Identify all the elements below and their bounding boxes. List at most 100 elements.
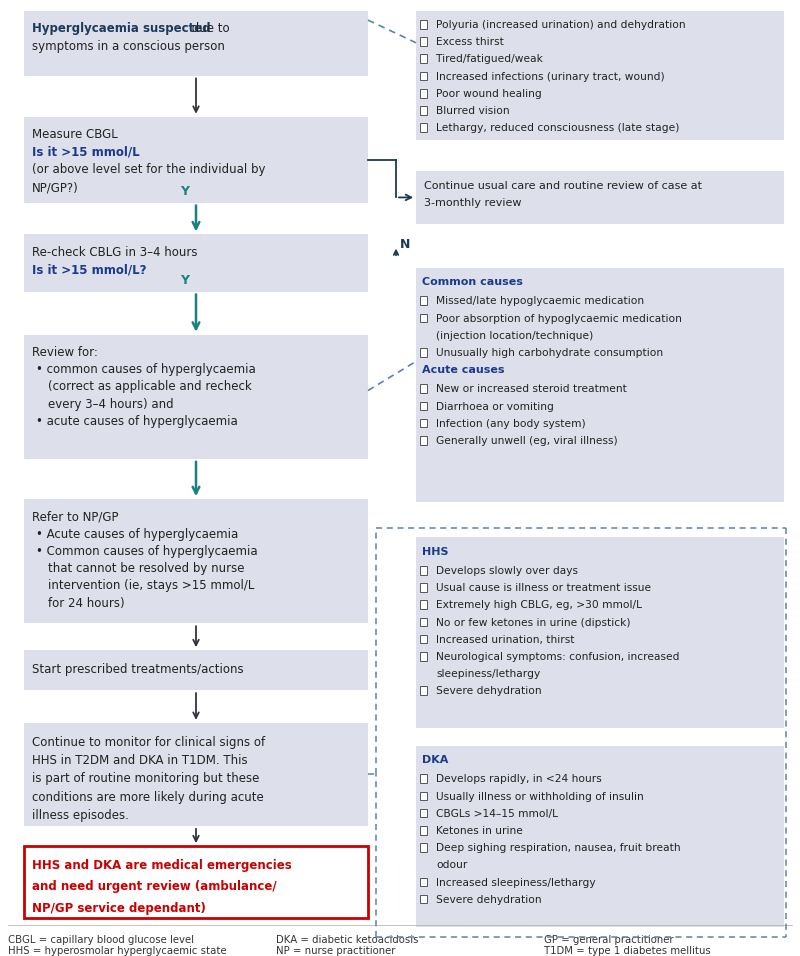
Text: Continue usual care and routine review of case at: Continue usual care and routine review o… [424,181,702,190]
Text: Generally unwell (eg, viral illness): Generally unwell (eg, viral illness) [436,436,618,445]
Bar [420,106,427,115]
Text: Continue to monitor for clinical signs of: Continue to monitor for clinical signs o… [32,736,265,750]
Bar [420,792,427,800]
FancyBboxPatch shape [416,268,784,502]
Bar [420,686,427,695]
Text: (or above level set for the individual by: (or above level set for the individual b… [32,163,266,177]
Text: Usual cause is illness or treatment issue: Usual cause is illness or treatment issu… [436,583,651,593]
Text: sleepiness/lethargy: sleepiness/lethargy [436,669,540,679]
Bar [420,37,427,46]
Bar [420,583,427,592]
Text: CBGLs >14–15 mmol/L: CBGLs >14–15 mmol/L [436,809,558,818]
Bar [420,826,427,835]
Bar [420,618,427,626]
Text: HHS: HHS [422,547,449,556]
Bar [420,635,427,643]
Text: Polyuria (increased urination) and dehydration: Polyuria (increased urination) and dehyd… [436,20,686,30]
Bar [420,54,427,63]
Text: Start prescribed treatments/actions: Start prescribed treatments/actions [32,663,244,677]
Text: Is it >15 mmol/L?: Is it >15 mmol/L? [32,264,146,277]
Text: CBGL = capillary blood glucose level: CBGL = capillary blood glucose level [8,935,194,945]
Text: HHS in T2DM and DKA in T1DM. This: HHS in T2DM and DKA in T1DM. This [32,754,248,768]
Text: Extremely high CBLG, eg, >30 mmol/L: Extremely high CBLG, eg, >30 mmol/L [436,600,642,610]
Bar [420,348,427,357]
Text: • common causes of hyperglycaemia: • common causes of hyperglycaemia [36,363,256,377]
Text: HHS = hyperosmolar hyperglycaemic state: HHS = hyperosmolar hyperglycaemic state [8,946,226,956]
Text: Diarrhoea or vomiting: Diarrhoea or vomiting [436,402,554,411]
Text: Deep sighing respiration, nausea, fruit breath: Deep sighing respiration, nausea, fruit … [436,843,681,853]
Text: Severe dehydration: Severe dehydration [436,895,542,904]
FancyBboxPatch shape [24,234,368,292]
Text: Develops rapidly, in <24 hours: Develops rapidly, in <24 hours [436,774,602,784]
FancyBboxPatch shape [416,537,784,728]
Bar [420,843,427,852]
Text: Acute causes: Acute causes [422,365,505,375]
Bar [420,436,427,445]
Text: DKA = diabetic ketoacidosis: DKA = diabetic ketoacidosis [276,935,418,945]
Text: Poor absorption of hypoglycaemic medication: Poor absorption of hypoglycaemic medicat… [436,314,682,323]
Text: No or few ketones in urine (dipstick): No or few ketones in urine (dipstick) [436,618,630,627]
Text: Increased urination, thirst: Increased urination, thirst [436,635,574,644]
FancyBboxPatch shape [416,171,784,224]
Text: 3-monthly review: 3-monthly review [424,198,522,207]
FancyBboxPatch shape [24,846,368,918]
Bar [420,809,427,817]
Text: • Common causes of hyperglycaemia: • Common causes of hyperglycaemia [36,545,258,558]
Text: every 3–4 hours) and: every 3–4 hours) and [48,398,174,411]
Text: conditions are more likely during acute: conditions are more likely during acute [32,791,264,804]
FancyBboxPatch shape [416,11,784,140]
Bar [420,566,427,575]
Text: • acute causes of hyperglycaemia: • acute causes of hyperglycaemia [36,415,238,428]
Bar [420,600,427,609]
FancyBboxPatch shape [24,117,368,203]
FancyBboxPatch shape [24,650,368,690]
Text: Is it >15 mmol/L: Is it >15 mmol/L [32,145,140,159]
FancyBboxPatch shape [24,11,368,76]
Text: Usually illness or withholding of insulin: Usually illness or withholding of insuli… [436,792,644,801]
Text: (injection location/technique): (injection location/technique) [436,331,594,340]
Bar [420,314,427,322]
FancyBboxPatch shape [24,499,368,623]
Text: Neurological symptoms: confusion, increased: Neurological symptoms: confusion, increa… [436,652,679,662]
Text: T1DM = type 1 diabetes mellitus: T1DM = type 1 diabetes mellitus [544,946,710,956]
Bar [420,72,427,80]
Text: is part of routine monitoring but these: is part of routine monitoring but these [32,772,259,786]
Text: Unusually high carbohydrate consumption: Unusually high carbohydrate consumption [436,348,663,358]
Text: Infection (any body system): Infection (any body system) [436,419,586,428]
Text: Poor wound healing: Poor wound healing [436,89,542,98]
Bar [420,419,427,427]
Text: NP = nurse practitioner: NP = nurse practitioner [276,946,395,956]
Text: Lethargy, reduced consciousness (late stage): Lethargy, reduced consciousness (late st… [436,123,679,133]
Bar [420,878,427,886]
Text: (correct as applicable and recheck: (correct as applicable and recheck [48,380,252,394]
Text: intervention (ie, stays >15 mmol/L: intervention (ie, stays >15 mmol/L [48,579,254,593]
Bar [420,123,427,132]
Text: Y: Y [180,185,189,198]
Bar [420,402,427,410]
Text: Hyperglycaemia suspected: Hyperglycaemia suspected [32,22,210,35]
Text: Missed/late hypoglycaemic medication: Missed/late hypoglycaemic medication [436,296,644,306]
Text: HHS and DKA are medical emergencies: HHS and DKA are medical emergencies [32,859,292,873]
Bar [420,20,427,29]
FancyBboxPatch shape [24,335,368,459]
Text: due to: due to [188,22,230,35]
Text: Re-check CBLG in 3–4 hours: Re-check CBLG in 3–4 hours [32,246,198,259]
Text: symptoms in a conscious person: symptoms in a conscious person [32,40,225,54]
Text: Refer to NP/GP: Refer to NP/GP [32,511,118,524]
Text: N: N [400,238,410,251]
Text: Tired/fatigued/weak: Tired/fatigued/weak [436,54,543,64]
Bar [420,296,427,305]
Text: Review for:: Review for: [32,346,98,359]
Text: Common causes: Common causes [422,277,523,287]
Text: GP = general practitioner: GP = general practitioner [544,935,674,945]
Bar [420,384,427,393]
Text: • Acute causes of hyperglycaemia: • Acute causes of hyperglycaemia [36,528,238,541]
Text: Increased sleepiness/lethargy: Increased sleepiness/lethargy [436,878,596,887]
Text: for 24 hours): for 24 hours) [48,597,125,610]
FancyBboxPatch shape [416,746,784,927]
Text: Severe dehydration: Severe dehydration [436,686,542,696]
Text: NP/GP service dependant): NP/GP service dependant) [32,902,206,915]
Text: that cannot be resolved by nurse: that cannot be resolved by nurse [48,562,245,576]
Text: Ketones in urine: Ketones in urine [436,826,523,836]
Text: Develops slowly over days: Develops slowly over days [436,566,578,576]
